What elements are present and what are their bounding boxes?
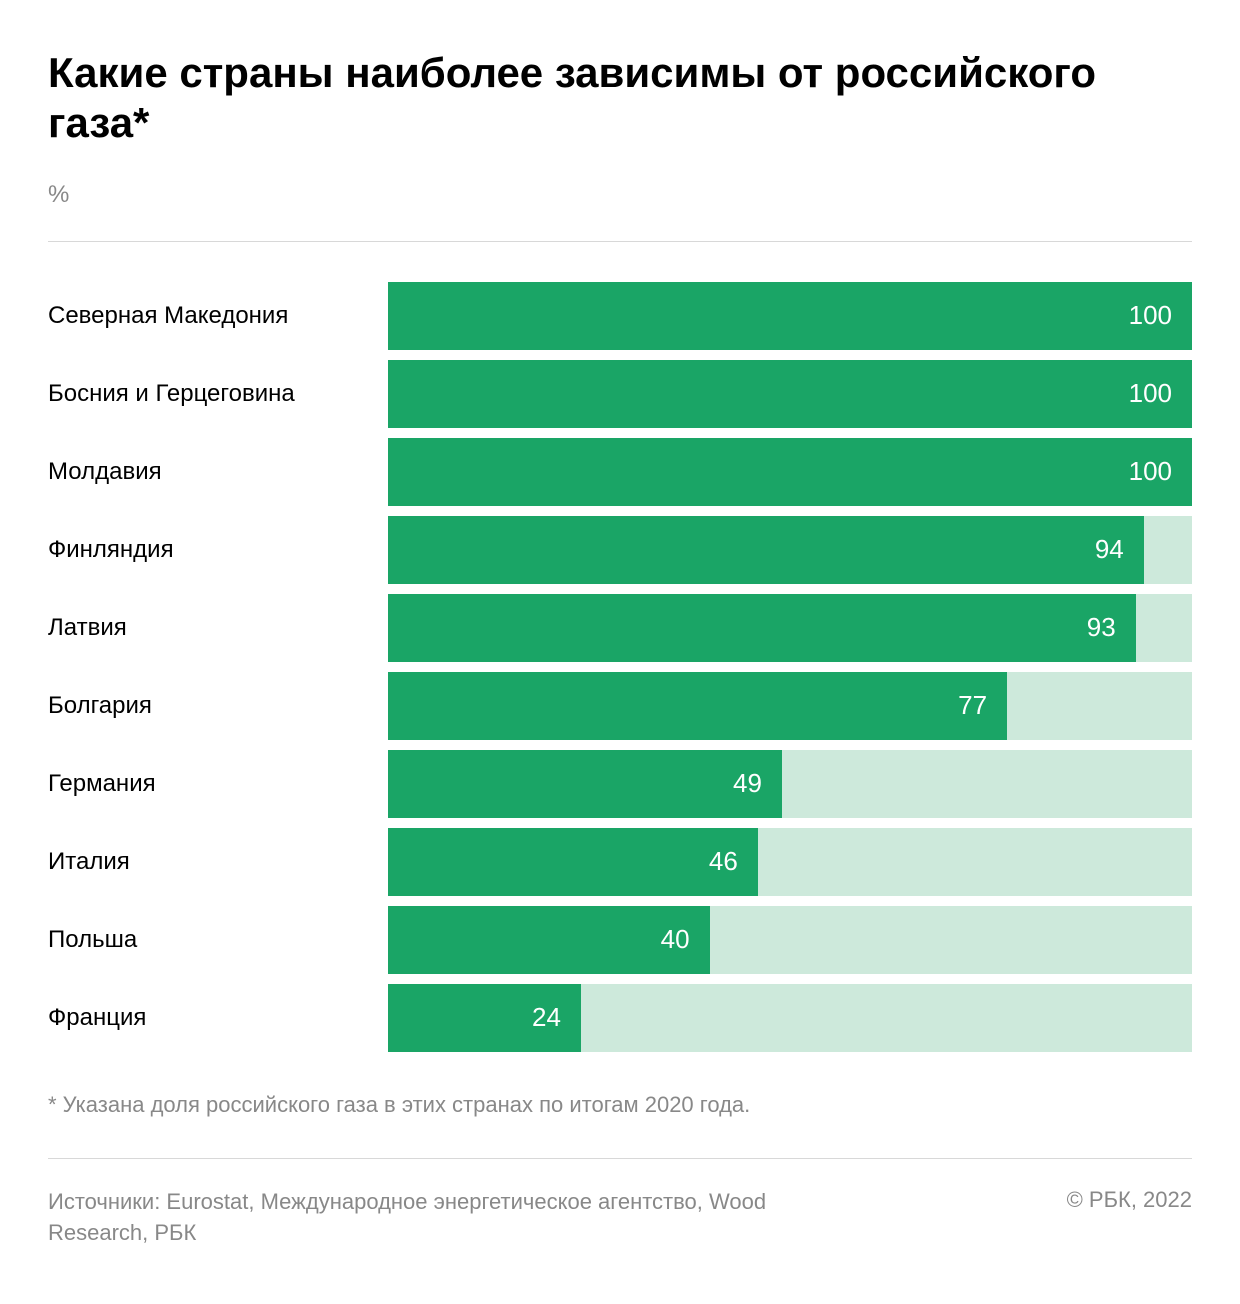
bar-value: 100 (1129, 456, 1172, 487)
bar-row: Северная Македония 100 (48, 282, 1192, 350)
bar-row: Франция 24 (48, 984, 1192, 1052)
bar-label: Польша (48, 926, 388, 954)
bar-track: 100 (388, 438, 1192, 506)
bar-value: 46 (709, 846, 738, 877)
bar-label: Латвия (48, 614, 388, 642)
bar-track: 94 (388, 516, 1192, 584)
bar-row: Польша 40 (48, 906, 1192, 974)
bar-track: 46 (388, 828, 1192, 896)
bar-fill: 100 (388, 438, 1192, 506)
divider-bottom (48, 1158, 1192, 1159)
bar-row: Босния и Герцеговина 100 (48, 360, 1192, 428)
bar-label: Болгария (48, 692, 388, 720)
bar-label: Молдавия (48, 458, 388, 486)
unit-label: % (48, 181, 1192, 209)
bar-label: Северная Македония (48, 302, 388, 330)
bar-track: 100 (388, 360, 1192, 428)
bar-fill: 100 (388, 282, 1192, 350)
bar-row: Болгария 77 (48, 672, 1192, 740)
bar-fill: 49 (388, 750, 782, 818)
bar-fill: 40 (388, 906, 710, 974)
bar-value: 40 (661, 924, 690, 955)
bar-row: Германия 49 (48, 750, 1192, 818)
bar-row: Молдавия 100 (48, 438, 1192, 506)
bar-label: Италия (48, 848, 388, 876)
bar-row: Финляндия 94 (48, 516, 1192, 584)
bar-track: 93 (388, 594, 1192, 662)
bar-value: 24 (532, 1002, 561, 1033)
bar-track: 40 (388, 906, 1192, 974)
bar-track: 49 (388, 750, 1192, 818)
bar-track: 24 (388, 984, 1192, 1052)
divider-top (48, 241, 1192, 242)
bar-value: 100 (1129, 378, 1172, 409)
bar-row: Италия 46 (48, 828, 1192, 896)
bar-chart: Северная Македония100Босния и Герцеговин… (48, 282, 1192, 1052)
bar-label: Босния и Герцеговина (48, 380, 388, 408)
bar-fill: 93 (388, 594, 1136, 662)
bar-track: 77 (388, 672, 1192, 740)
bar-value: 93 (1087, 612, 1116, 643)
footnote: * Указана доля российского газа в этих с… (48, 1092, 1192, 1118)
bar-row: Латвия 93 (48, 594, 1192, 662)
bar-value: 77 (958, 690, 987, 721)
chart-title: Какие страны наиболее зависимы от россий… (48, 48, 1192, 149)
bar-fill: 24 (388, 984, 581, 1052)
sources-text: Источники: Eurostat, Международное энерг… (48, 1187, 768, 1249)
bar-label: Финляндия (48, 536, 388, 564)
bar-label: Франция (48, 1004, 388, 1032)
bar-fill: 77 (388, 672, 1007, 740)
bar-value: 49 (733, 768, 762, 799)
bar-label: Германия (48, 770, 388, 798)
bar-fill: 46 (388, 828, 758, 896)
copyright-text: © РБК, 2022 (1067, 1187, 1192, 1213)
footer: Источники: Eurostat, Международное энерг… (48, 1187, 1192, 1249)
bar-fill: 94 (388, 516, 1144, 584)
bar-fill: 100 (388, 360, 1192, 428)
bar-value: 100 (1129, 300, 1172, 331)
bar-track: 100 (388, 282, 1192, 350)
bar-value: 94 (1095, 534, 1124, 565)
